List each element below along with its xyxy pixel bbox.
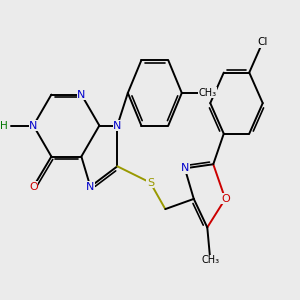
Text: N: N [86, 182, 94, 192]
Text: N: N [77, 90, 86, 100]
Text: CH₃: CH₃ [198, 88, 216, 98]
Text: N: N [181, 163, 189, 173]
Text: CH₃: CH₃ [201, 255, 219, 265]
Text: N: N [29, 121, 38, 130]
Text: Cl: Cl [257, 37, 268, 47]
Text: O: O [221, 194, 230, 204]
Text: N: N [113, 121, 122, 130]
Text: S: S [147, 178, 154, 188]
Text: H: H [0, 121, 8, 130]
Text: O: O [29, 182, 38, 192]
